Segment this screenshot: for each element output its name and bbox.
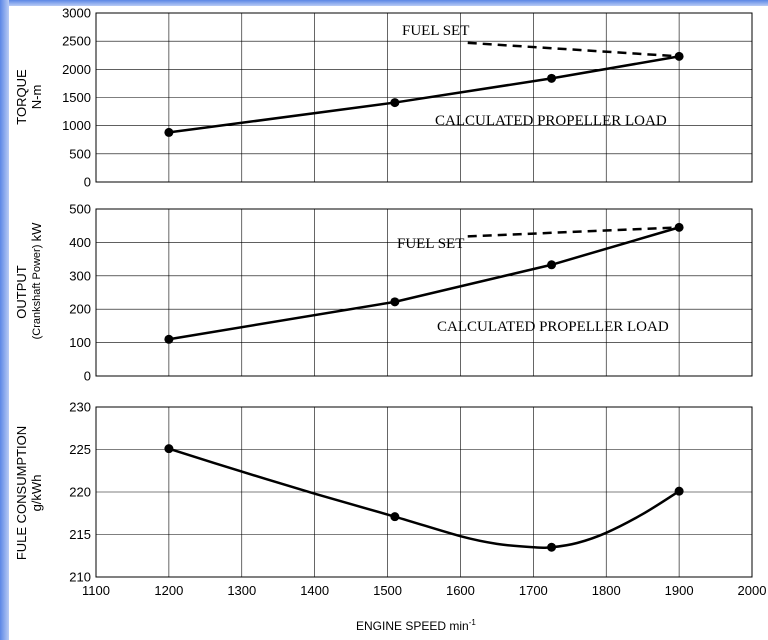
x-axis-label-sup: -1 — [469, 618, 477, 627]
fuel-data-point — [164, 444, 174, 454]
fuel-y-unit: g/kWh — [29, 475, 44, 512]
torque-y-tick-label: 2500 — [62, 34, 91, 49]
x-axis-label: ENGINE SPEED min-1 — [356, 618, 476, 633]
fuel-data-point — [547, 542, 557, 552]
output-y-label: OUTPUT — [14, 265, 29, 319]
output-y-sublabel: (Crankshaft Power) — [31, 245, 43, 340]
fuel-y-tick-label: 225 — [69, 442, 91, 457]
torque-y-tick-label: 2000 — [62, 62, 91, 77]
torque-data-point — [164, 127, 174, 137]
torque-y-label: TORQUE — [14, 69, 29, 125]
output-data-point — [390, 297, 400, 307]
torque-y-tick-label: 1000 — [62, 118, 91, 133]
x-tick-label: 1700 — [519, 583, 548, 598]
output-load-line — [168, 226, 680, 341]
output-y-tick-label: 200 — [69, 302, 91, 317]
x-tick-label: 1500 — [373, 583, 402, 598]
output-plot-border — [95, 208, 753, 377]
torque-fuel-set-label: FUEL SET — [402, 23, 469, 39]
chart-panels: 0 500 1000 1500 2000 2500 3000 0 100 200 300 400 500… — [62, 6, 766, 599]
output-y-tick-label: 300 — [69, 268, 91, 283]
slide-frame-top — [0, 0, 768, 6]
torque-y-tick-label: 1500 — [62, 90, 91, 105]
torque-data-point — [390, 98, 400, 108]
x-tick-label: 1300 — [227, 583, 256, 598]
torque-fuel-set-line — [467, 41, 680, 58]
output-fuel-set-line — [467, 226, 680, 238]
torque-data-point — [547, 73, 557, 83]
slide-frame-left — [0, 0, 9, 640]
fuel-y-tick-label: 230 — [69, 400, 91, 415]
output-calculated-load-label: CALCULATED PROPELLER LOAD — [437, 319, 669, 335]
x-tick-label: 1100 — [82, 583, 110, 598]
fuel-y-tick-label: 210 — [69, 570, 91, 585]
fuel-y-tick-label: 215 — [69, 527, 91, 542]
torque-calculated-load-label: CALCULATED PROPELLER LOAD — [435, 113, 667, 129]
x-tick-label: 2000 — [738, 583, 767, 598]
output-data-point — [547, 260, 557, 270]
output-fuel-set-label: FUEL SET — [397, 236, 464, 252]
x-axis-label-text: ENGINE SPEED min — [356, 619, 469, 633]
fuel-load-line — [168, 447, 680, 549]
x-tick-label: 1900 — [665, 583, 694, 598]
output-data-point — [164, 334, 174, 344]
torque-plot-border — [95, 12, 753, 183]
fuel-data-point — [390, 512, 400, 522]
output-panel: 0 100 200 300 400 500 — [69, 202, 753, 384]
fuel-data-point — [674, 486, 684, 496]
x-tick-label: 1800 — [592, 583, 621, 598]
torque-y-tick-label: 3000 — [62, 6, 91, 21]
output-y-tick-label: 100 — [69, 335, 91, 350]
x-tick-label: 1400 — [300, 583, 329, 598]
torque-y-tick-label: 500 — [69, 146, 91, 161]
torque-load-line — [168, 55, 680, 134]
output-y-tick-label: 400 — [69, 235, 91, 250]
fuel-plot-border — [95, 406, 753, 578]
torque-y-tick-label: 0 — [84, 175, 91, 190]
output-y-tick-label: 0 — [84, 369, 91, 384]
x-tick-label: 1200 — [154, 583, 183, 598]
output-y-tick-label: 500 — [69, 202, 91, 217]
fuel-panel: 210 215 220 225 230 1100 1200 1300 1400 1500 1600 1… — [69, 400, 766, 599]
torque-y-unit: N-m — [29, 85, 44, 110]
torque-panel: 0 500 1000 1500 2000 2500 3000 — [62, 6, 753, 190]
fuel-y-tick-label: 220 — [69, 485, 91, 500]
output-y-unit: kW — [29, 222, 44, 242]
x-tick-label: 1600 — [446, 583, 475, 598]
fuel-y-label: FULE CONSUMPTION — [14, 426, 29, 560]
